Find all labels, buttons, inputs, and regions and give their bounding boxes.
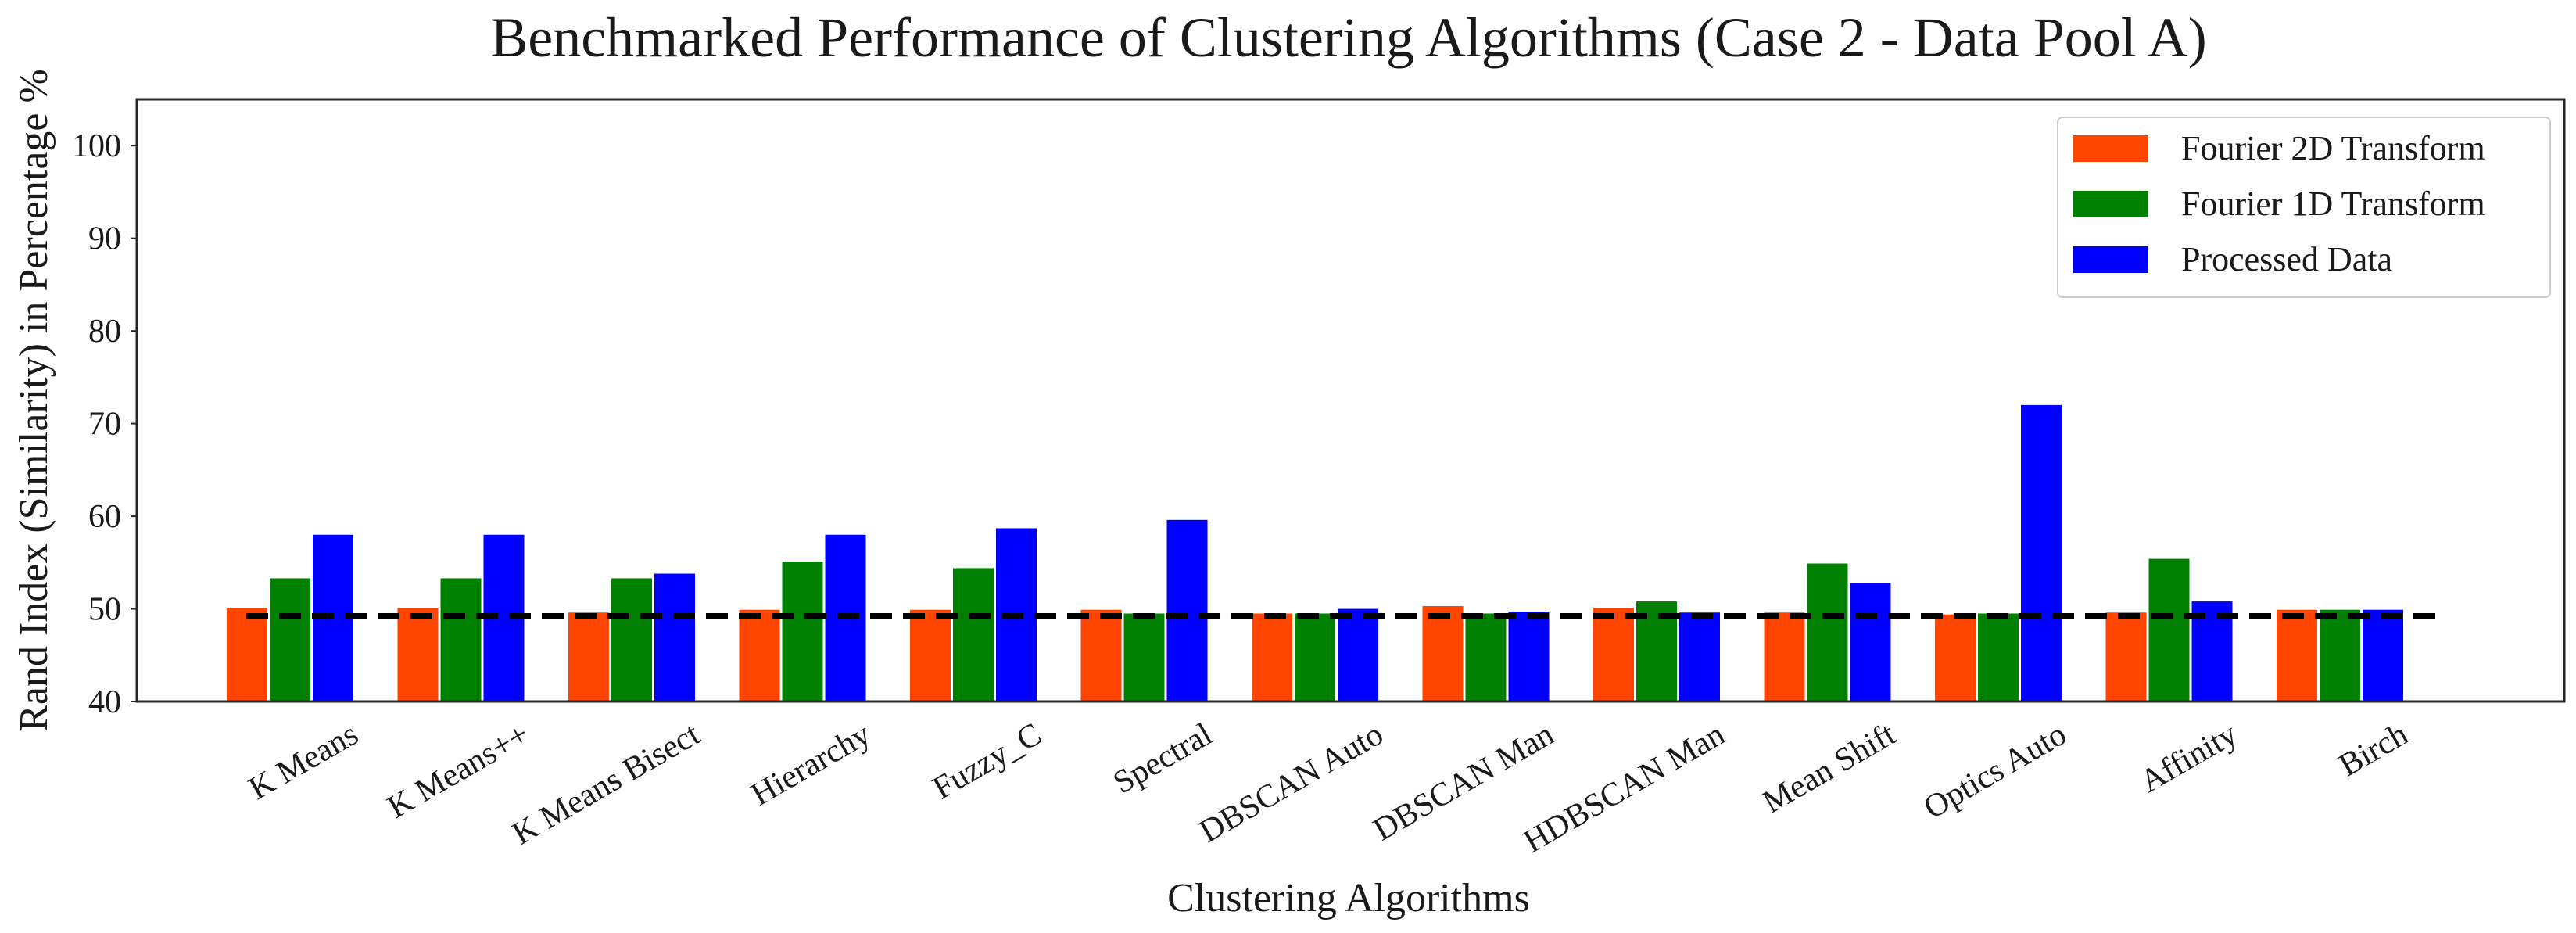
y-tick-label: 80 — [88, 314, 121, 350]
bar — [910, 609, 951, 702]
bar — [1465, 613, 1507, 702]
bar — [1166, 519, 1208, 702]
x-tick-label: K Means Bisect — [507, 716, 707, 852]
legend-swatch — [2073, 191, 2148, 217]
bar — [2148, 558, 2190, 702]
x-tick-label: K Means++ — [382, 716, 535, 826]
x-tick-label: DBSCAN Auto — [1194, 716, 1389, 850]
bar — [1422, 605, 1464, 702]
legend-swatch — [2073, 246, 2148, 273]
bar — [270, 578, 310, 702]
x-tick-label: Birch — [2333, 716, 2414, 784]
x-tick-label: Fuzzy_C — [927, 716, 1048, 807]
bar — [1935, 614, 1976, 702]
bar — [611, 578, 652, 702]
y-tick-label: 50 — [88, 592, 121, 628]
x-tick-label: Affinity — [2134, 716, 2244, 800]
bar — [2021, 404, 2062, 702]
x-tick-label: Mean Shift — [1757, 716, 1902, 821]
bar — [440, 578, 482, 702]
y-tick-label: 90 — [88, 221, 121, 257]
bar — [739, 609, 780, 702]
legend-label: Processed Data — [2181, 240, 2392, 278]
legend-swatch — [2073, 135, 2148, 162]
bar — [397, 608, 439, 702]
legend-label: Fourier 2D Transform — [2181, 129, 2485, 167]
bar — [654, 573, 695, 702]
legend-label: Fourier 1D Transform — [2181, 185, 2485, 223]
bar — [782, 562, 823, 702]
bar — [1850, 583, 1891, 702]
y-tick-label: 70 — [88, 407, 121, 443]
bar — [1679, 612, 1720, 702]
bar — [1508, 612, 1550, 702]
bar — [2320, 609, 2360, 702]
chart-title: Benchmarked Performance of Clustering Al… — [490, 6, 2207, 69]
y-tick-label: 100 — [72, 128, 121, 164]
x-tick-label: Optics Auto — [1918, 716, 2073, 827]
bar — [1764, 612, 1805, 702]
x-tick-label: Hierarchy — [745, 716, 876, 813]
y-axis-label: Rand Index (Similarity) in Percentage % — [12, 69, 56, 732]
bar — [568, 612, 609, 702]
y-tick-label: 40 — [88, 684, 121, 720]
bar — [1252, 613, 1292, 702]
legend: Fourier 2D Transform Fourier 1D Transform… — [2057, 117, 2551, 298]
bar — [1978, 613, 2019, 702]
bar — [2277, 609, 2317, 702]
x-tick-label: Spectral — [1107, 716, 1218, 802]
bar — [1338, 608, 1378, 702]
x-axis-label: Clustering Algorithms — [1167, 876, 1530, 920]
bar — [2105, 612, 2147, 702]
bar — [1807, 563, 1848, 702]
bar — [2363, 609, 2403, 702]
bar — [1295, 613, 1335, 702]
bar — [1593, 608, 1634, 702]
bar — [227, 608, 267, 702]
bar — [953, 568, 994, 702]
bar — [1080, 609, 1122, 702]
x-tick-label: K Means — [243, 716, 364, 807]
y-tick-label: 60 — [88, 499, 121, 535]
bar — [1123, 613, 1165, 702]
plot-frame — [135, 98, 2566, 703]
legend-box — [2057, 117, 2551, 298]
